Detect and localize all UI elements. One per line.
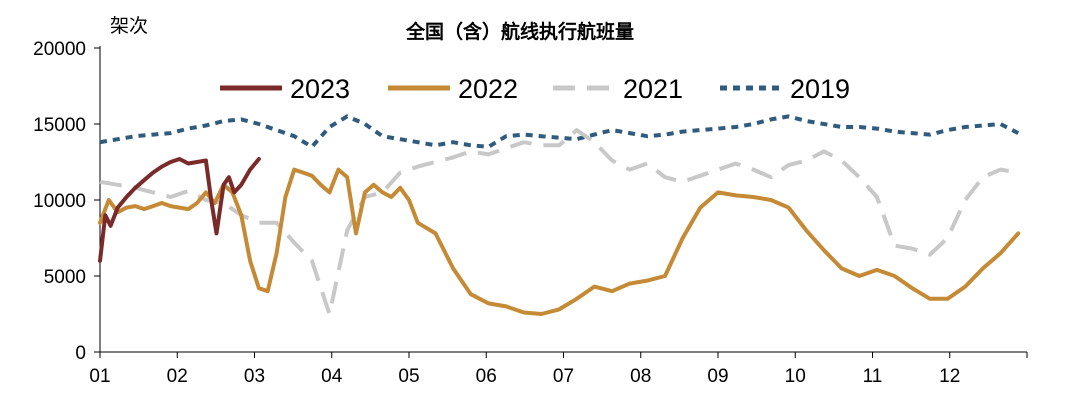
x-tick-label: 02 [167,366,188,387]
series-line-2021 [99,128,1019,316]
x-tick-label: 11 [863,366,883,387]
y-tick-label: 15000 [33,115,86,136]
series-line-2023 [98,157,261,263]
legend-label-2019: 2019 [790,74,850,104]
chart-title: 全国（含）航线执行航班量 [405,20,634,43]
x-tick-label: 12 [939,366,960,387]
legend-label-2023: 2023 [290,74,350,104]
x-tick-label: 03 [244,366,265,387]
x-tick-label: 04 [321,366,343,387]
legend-label-2022: 2022 [458,74,518,104]
x-tick-label: 07 [553,366,574,387]
legend: 2023 2022 2021 2019 [220,74,850,104]
y-tick-label: 5000 [44,267,86,288]
x-tick-label: 05 [398,366,419,387]
series-line-2019 [99,114,1020,149]
y-axis-unit: 架次 [110,15,148,37]
series-line-2022 [98,167,1021,316]
x-tick-label: 09 [707,366,728,387]
x-axis: 01 02 03 04 05 06 07 08 09 10 11 12 [89,351,1028,387]
legend-label-2021: 2021 [623,74,683,104]
series-layer [98,114,1021,316]
x-tick-label: 01 [89,366,110,387]
y-axis: 0 5000 10000 15000 20000 [33,39,101,364]
x-tick-label: 08 [630,366,651,387]
x-tick-label: 10 [785,366,806,387]
y-tick-label: 10000 [33,191,86,212]
y-tick-label: 0 [75,343,86,364]
y-tick-label: 20000 [33,39,86,60]
x-tick-label: 06 [476,366,497,387]
